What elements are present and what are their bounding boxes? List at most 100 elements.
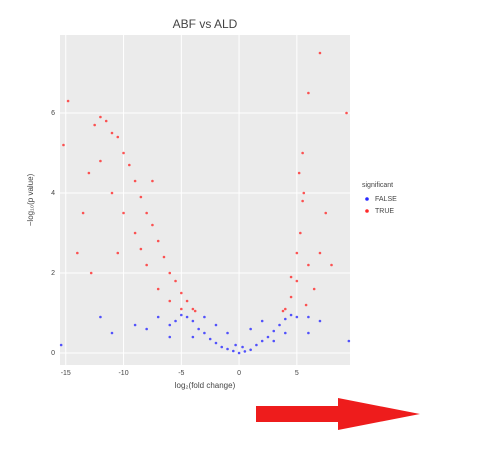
point [133, 179, 137, 183]
point [110, 331, 114, 335]
point [191, 307, 195, 311]
point [174, 319, 177, 323]
point [174, 279, 177, 283]
marks [59, 51, 351, 355]
point [168, 335, 172, 339]
x-tick-label: -15 [61, 370, 71, 377]
point [128, 163, 131, 167]
point [99, 159, 102, 163]
point [145, 211, 148, 215]
point [281, 309, 285, 313]
point [318, 51, 322, 55]
point [283, 307, 287, 311]
point [191, 319, 195, 323]
point [226, 347, 229, 351]
legend-marker [365, 197, 369, 201]
point [232, 349, 235, 353]
point [62, 143, 65, 147]
point [302, 191, 306, 195]
point [307, 315, 310, 319]
legend-label: FALSE [375, 196, 397, 203]
point [193, 309, 197, 313]
point [295, 315, 299, 319]
point [301, 151, 304, 155]
legend-title: significant [362, 182, 393, 189]
point [241, 345, 244, 349]
point [312, 287, 316, 291]
point [66, 99, 70, 103]
point [243, 350, 247, 353]
point [110, 191, 114, 195]
point [185, 299, 189, 303]
point [234, 343, 237, 347]
y-axis-label: −log₁₀(p value) [26, 173, 35, 226]
point [203, 331, 206, 335]
point [110, 131, 114, 135]
point [122, 151, 125, 155]
point [260, 339, 264, 343]
y-tick-label: 2 [51, 270, 55, 277]
point [295, 279, 299, 283]
chart-title: ABF vs ALD [173, 17, 238, 31]
point [260, 319, 264, 323]
point [272, 329, 276, 333]
legend-marker [365, 209, 369, 213]
point [289, 275, 293, 279]
point [237, 351, 241, 355]
point [345, 111, 348, 115]
point [299, 231, 302, 235]
point [295, 251, 299, 255]
point [180, 313, 183, 317]
point [168, 271, 172, 275]
point [87, 171, 91, 175]
x-tick-label: 0 [237, 370, 241, 377]
y-tick-label: 0 [51, 350, 55, 357]
point [318, 319, 322, 323]
point [203, 315, 206, 319]
point [324, 211, 328, 215]
point [191, 335, 195, 339]
point [266, 335, 270, 339]
point [272, 339, 276, 343]
point [301, 199, 304, 203]
point [180, 307, 183, 311]
point [151, 179, 154, 183]
y-tick-label: 6 [51, 110, 55, 117]
point [145, 327, 148, 331]
point [156, 239, 160, 243]
point [307, 263, 310, 267]
point [208, 337, 212, 341]
plot-background [60, 35, 350, 365]
point [122, 211, 125, 215]
point [59, 343, 63, 347]
point [99, 315, 102, 319]
grid [60, 35, 350, 365]
point [116, 135, 120, 139]
point [283, 317, 287, 321]
point [145, 263, 148, 267]
point [133, 231, 137, 235]
point [318, 251, 322, 255]
x-axis-label: log₂(fold change) [175, 381, 236, 390]
y-tick-label: 4 [51, 190, 55, 197]
point [330, 263, 333, 267]
point [104, 119, 108, 123]
point [297, 171, 301, 175]
point [139, 247, 143, 251]
point [156, 315, 160, 319]
point [151, 223, 154, 227]
point [226, 331, 229, 335]
point [347, 339, 351, 343]
point [76, 251, 79, 255]
point [278, 323, 281, 327]
point [156, 287, 160, 291]
x-tick-label: 5 [295, 370, 299, 377]
point [133, 323, 137, 327]
point [249, 327, 252, 331]
point [197, 327, 200, 331]
point [116, 251, 120, 255]
point [139, 195, 143, 199]
x-tick-label: -5 [178, 370, 184, 377]
point [180, 291, 183, 295]
